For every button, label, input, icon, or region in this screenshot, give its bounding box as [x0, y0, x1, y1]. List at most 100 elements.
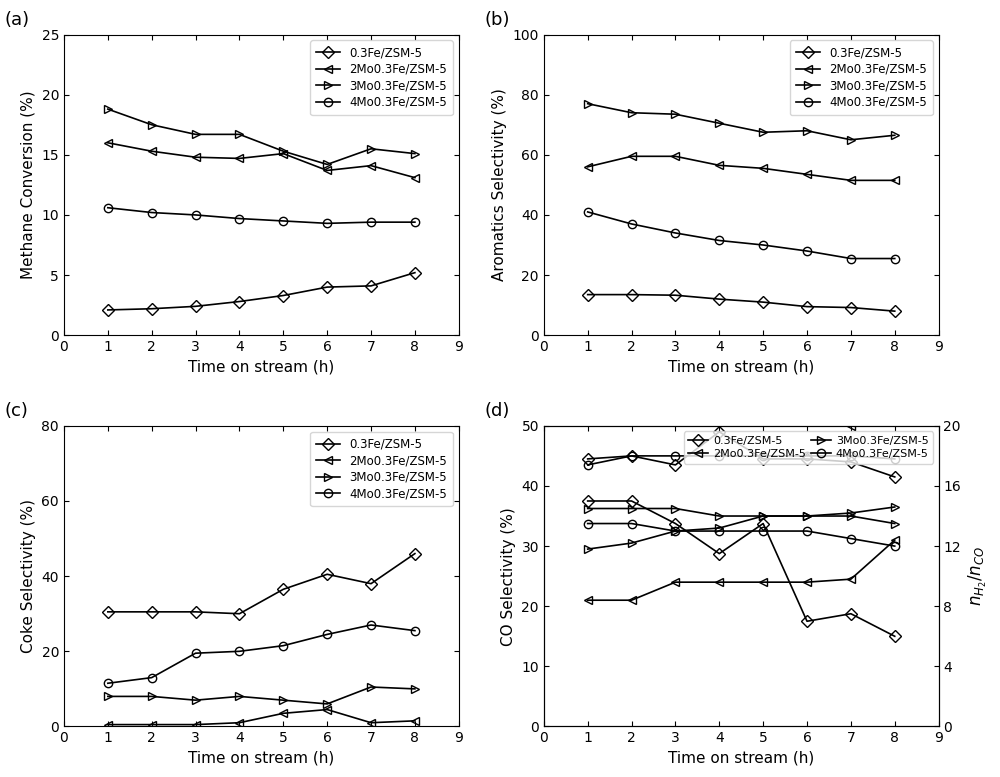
4Mo0.3Fe/ZSM-5 — [321, 629, 333, 639]
4Mo0.3Fe/ZSM-5 — [277, 216, 289, 225]
Legend: 0.3Fe/ZSM-5, 2Mo0.3Fe/ZSM-5, 3Mo0.3Fe/ZSM-5, 4Mo0.3Fe/ZSM-5: 0.3Fe/ZSM-5, 2Mo0.3Fe/ZSM-5, 3Mo0.3Fe/ZS… — [310, 40, 453, 115]
2Mo0.3Fe/ZSM-5 — [321, 166, 333, 175]
3Mo0.3Fe/ZSM-5 — [233, 130, 245, 139]
X-axis label: Time on stream (h): Time on stream (h) — [188, 360, 334, 375]
0.3Fe/ZSM-5 — [409, 268, 421, 277]
3Mo0.3Fe/ZSM-5 — [102, 692, 114, 701]
4Mo0.3Fe/ZSM-5 — [190, 649, 202, 658]
4Mo0.3Fe/ZSM-5 — [889, 254, 901, 263]
0.3Fe/ZSM-5 — [889, 306, 901, 315]
2Mo0.3Fe/ZSM-5 — [146, 720, 158, 730]
4Mo0.3Fe/ZSM-5 — [190, 211, 202, 220]
3Mo0.3Fe/ZSM-5 — [713, 119, 725, 128]
2Mo0.3Fe/ZSM-5 — [582, 162, 594, 172]
2Mo0.3Fe/ZSM-5 — [365, 718, 377, 727]
2Mo0.3Fe/ZSM-5 — [102, 138, 114, 148]
4Mo0.3Fe/ZSM-5 — [321, 218, 333, 228]
2Mo0.3Fe/ZSM-5 — [626, 152, 638, 161]
Line: 3Mo0.3Fe/ZSM-5: 3Mo0.3Fe/ZSM-5 — [104, 105, 419, 169]
0.3Fe/ZSM-5 — [582, 290, 594, 299]
4Mo0.3Fe/ZSM-5 — [277, 641, 289, 650]
Line: 3Mo0.3Fe/ZSM-5: 3Mo0.3Fe/ZSM-5 — [104, 683, 419, 708]
4Mo0.3Fe/ZSM-5 — [146, 673, 158, 682]
3Mo0.3Fe/ZSM-5 — [233, 692, 245, 701]
3Mo0.3Fe/ZSM-5 — [277, 695, 289, 705]
4Mo0.3Fe/ZSM-5 — [365, 620, 377, 629]
Y-axis label: Methane Conversion (%): Methane Conversion (%) — [21, 91, 36, 279]
Y-axis label: CO Selectivity (%): CO Selectivity (%) — [501, 507, 516, 646]
4Mo0.3Fe/ZSM-5 — [669, 228, 681, 238]
0.3Fe/ZSM-5 — [669, 291, 681, 300]
Y-axis label: Aromatics Selectivity (%): Aromatics Selectivity (%) — [492, 89, 507, 281]
0.3Fe/ZSM-5 — [801, 302, 813, 312]
3Mo0.3Fe/ZSM-5 — [889, 131, 901, 140]
2Mo0.3Fe/ZSM-5 — [713, 161, 725, 170]
4Mo0.3Fe/ZSM-5 — [102, 203, 114, 212]
0.3Fe/ZSM-5 — [190, 607, 202, 616]
3Mo0.3Fe/ZSM-5 — [321, 699, 333, 709]
Legend: 0.3Fe/ZSM-5, 2Mo0.3Fe/ZSM-5, 3Mo0.3Fe/ZSM-5, 4Mo0.3Fe/ZSM-5: 0.3Fe/ZSM-5, 2Mo0.3Fe/ZSM-5, 3Mo0.3Fe/ZS… — [684, 431, 933, 464]
Line: 4Mo0.3Fe/ZSM-5: 4Mo0.3Fe/ZSM-5 — [104, 621, 419, 688]
3Mo0.3Fe/ZSM-5 — [146, 692, 158, 701]
3Mo0.3Fe/ZSM-5 — [669, 110, 681, 119]
Text: (c): (c) — [5, 402, 29, 420]
2Mo0.3Fe/ZSM-5 — [889, 176, 901, 185]
4Mo0.3Fe/ZSM-5 — [757, 240, 769, 249]
0.3Fe/ZSM-5 — [277, 584, 289, 594]
2Mo0.3Fe/ZSM-5 — [845, 176, 857, 185]
2Mo0.3Fe/ZSM-5 — [233, 154, 245, 163]
4Mo0.3Fe/ZSM-5 — [409, 218, 421, 227]
3Mo0.3Fe/ZSM-5 — [321, 160, 333, 169]
0.3Fe/ZSM-5 — [277, 291, 289, 300]
4Mo0.3Fe/ZSM-5 — [233, 646, 245, 656]
0.3Fe/ZSM-5 — [190, 301, 202, 311]
Line: 0.3Fe/ZSM-5: 0.3Fe/ZSM-5 — [104, 549, 419, 618]
0.3Fe/ZSM-5 — [626, 290, 638, 299]
4Mo0.3Fe/ZSM-5 — [845, 254, 857, 263]
X-axis label: Time on stream (h): Time on stream (h) — [668, 751, 814, 766]
0.3Fe/ZSM-5 — [233, 609, 245, 618]
2Mo0.3Fe/ZSM-5 — [365, 161, 377, 170]
Line: 4Mo0.3Fe/ZSM-5: 4Mo0.3Fe/ZSM-5 — [104, 204, 419, 228]
0.3Fe/ZSM-5 — [409, 549, 421, 558]
Text: (a): (a) — [5, 11, 30, 29]
Legend: 0.3Fe/ZSM-5, 2Mo0.3Fe/ZSM-5, 3Mo0.3Fe/ZSM-5, 4Mo0.3Fe/ZSM-5: 0.3Fe/ZSM-5, 2Mo0.3Fe/ZSM-5, 3Mo0.3Fe/ZS… — [790, 40, 933, 115]
2Mo0.3Fe/ZSM-5 — [190, 152, 202, 162]
Line: 2Mo0.3Fe/ZSM-5: 2Mo0.3Fe/ZSM-5 — [584, 152, 899, 184]
3Mo0.3Fe/ZSM-5 — [626, 108, 638, 117]
2Mo0.3Fe/ZSM-5 — [233, 718, 245, 727]
2Mo0.3Fe/ZSM-5 — [409, 173, 421, 183]
3Mo0.3Fe/ZSM-5 — [582, 99, 594, 108]
Line: 4Mo0.3Fe/ZSM-5: 4Mo0.3Fe/ZSM-5 — [584, 207, 899, 263]
3Mo0.3Fe/ZSM-5 — [845, 135, 857, 145]
Line: 0.3Fe/ZSM-5: 0.3Fe/ZSM-5 — [104, 269, 419, 314]
3Mo0.3Fe/ZSM-5 — [757, 127, 769, 137]
3Mo0.3Fe/ZSM-5 — [277, 147, 289, 156]
4Mo0.3Fe/ZSM-5 — [713, 236, 725, 246]
4Mo0.3Fe/ZSM-5 — [409, 626, 421, 636]
0.3Fe/ZSM-5 — [321, 570, 333, 579]
3Mo0.3Fe/ZSM-5 — [365, 144, 377, 153]
Line: 2Mo0.3Fe/ZSM-5: 2Mo0.3Fe/ZSM-5 — [104, 138, 419, 182]
4Mo0.3Fe/ZSM-5 — [365, 218, 377, 227]
0.3Fe/ZSM-5 — [713, 294, 725, 304]
3Mo0.3Fe/ZSM-5 — [190, 130, 202, 139]
3Mo0.3Fe/ZSM-5 — [409, 685, 421, 694]
2Mo0.3Fe/ZSM-5 — [277, 709, 289, 718]
3Mo0.3Fe/ZSM-5 — [102, 104, 114, 113]
X-axis label: Time on stream (h): Time on stream (h) — [668, 360, 814, 375]
4Mo0.3Fe/ZSM-5 — [801, 246, 813, 256]
0.3Fe/ZSM-5 — [233, 297, 245, 306]
X-axis label: Time on stream (h): Time on stream (h) — [188, 751, 334, 766]
0.3Fe/ZSM-5 — [757, 298, 769, 307]
4Mo0.3Fe/ZSM-5 — [146, 208, 158, 218]
Legend: 0.3Fe/ZSM-5, 2Mo0.3Fe/ZSM-5, 3Mo0.3Fe/ZSM-5, 4Mo0.3Fe/ZSM-5: 0.3Fe/ZSM-5, 2Mo0.3Fe/ZSM-5, 3Mo0.3Fe/ZS… — [310, 432, 453, 506]
4Mo0.3Fe/ZSM-5 — [233, 214, 245, 223]
Line: 3Mo0.3Fe/ZSM-5: 3Mo0.3Fe/ZSM-5 — [584, 99, 899, 144]
2Mo0.3Fe/ZSM-5 — [801, 169, 813, 179]
2Mo0.3Fe/ZSM-5 — [102, 720, 114, 730]
0.3Fe/ZSM-5 — [365, 281, 377, 291]
0.3Fe/ZSM-5 — [102, 607, 114, 616]
0.3Fe/ZSM-5 — [102, 305, 114, 315]
2Mo0.3Fe/ZSM-5 — [146, 147, 158, 156]
